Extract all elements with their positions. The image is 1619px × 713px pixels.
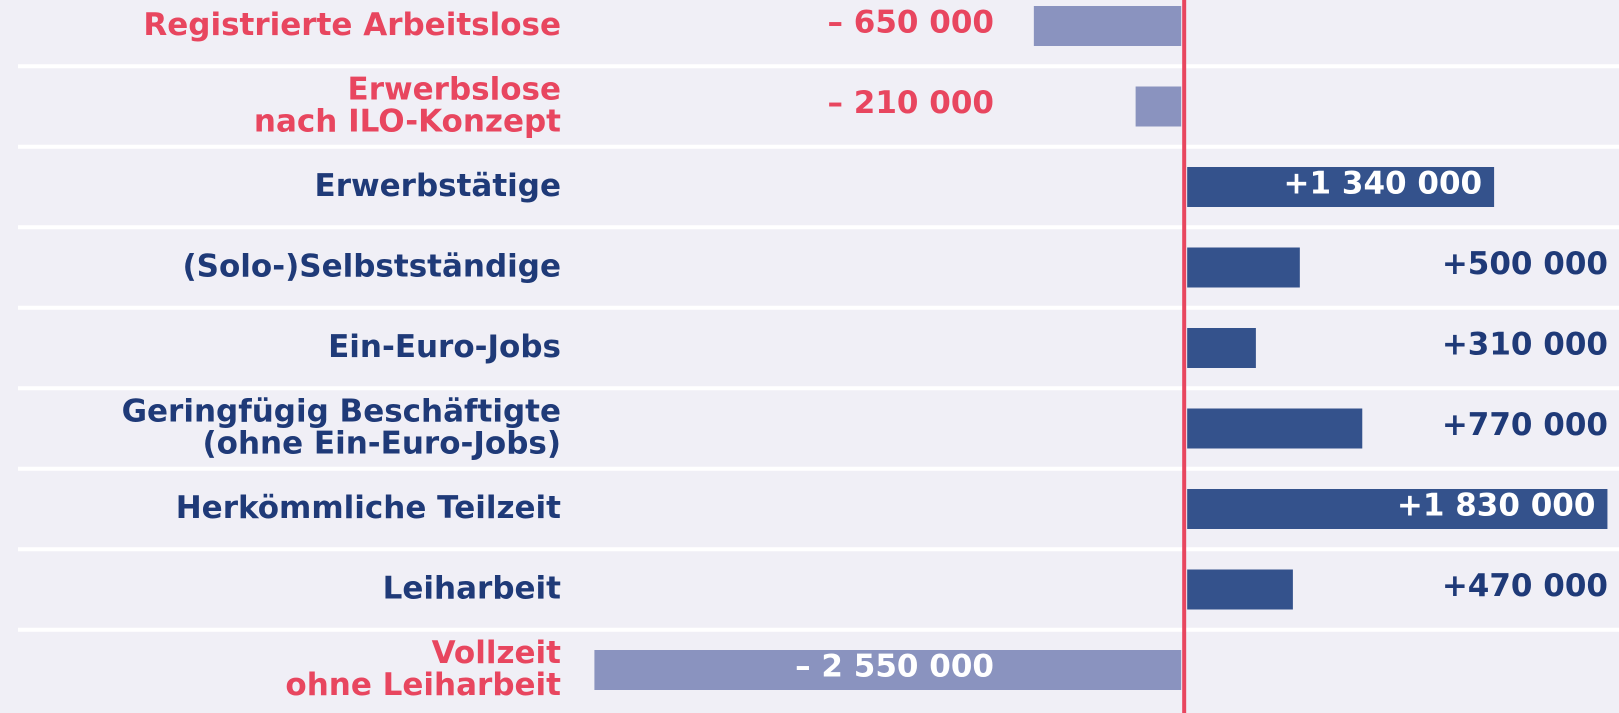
category-label: Herkömmliche Teilzeit [176, 490, 561, 526]
bar [1187, 489, 1608, 529]
bar [594, 650, 1182, 690]
category-label-line: ohne Leiharbeit [285, 667, 561, 703]
bar [1187, 247, 1300, 288]
bar [1187, 328, 1256, 368]
category-label: Vollzeit ohne Leiharbeit [285, 635, 561, 703]
value-label: – 650 000 [827, 5, 994, 41]
category-label: Registrierte Arbeitslose [143, 7, 561, 43]
category-label-line: (ohne Ein-Euro-Jobs) [203, 425, 562, 461]
value-label: – 2 550 000 [795, 649, 994, 685]
category-label: Ein-Euro-Jobs [328, 329, 561, 365]
category-label-line: Erwerbstätige [315, 168, 561, 204]
bar [1187, 408, 1363, 449]
category-label: Geringfügig Beschäftigte (ohne Ein-Euro-J… [122, 393, 561, 461]
category-label: Erwerbslose nach ILO-Konzept [254, 71, 561, 139]
category-label: (Solo-)Selbstständige [183, 248, 561, 284]
bar [1187, 569, 1293, 610]
value-label: +310 000 [1442, 327, 1608, 363]
category-label-line: nach ILO-Konzept [254, 103, 561, 139]
category-label-line: Erwerbslose [348, 71, 561, 107]
category-label-line: Geringfügig Beschäftigte [122, 393, 561, 429]
category-label-line: Herkömmliche Teilzeit [176, 490, 561, 526]
value-label: +1 340 000 [1284, 166, 1483, 202]
value-label: +470 000 [1442, 568, 1608, 604]
category-label-line: Vollzeit [432, 635, 562, 671]
bar [1135, 86, 1182, 127]
category-label: Leiharbeit [383, 570, 562, 606]
bar [1187, 167, 1495, 207]
category-label-line: Leiharbeit [383, 570, 562, 606]
value-label: +500 000 [1442, 246, 1608, 282]
category-label-line: Registrierte Arbeitslose [143, 7, 561, 43]
value-label: +770 000 [1442, 407, 1608, 443]
bar [1033, 6, 1182, 46]
category-label: Erwerbstätige [315, 168, 561, 204]
value-label: +1 830 000 [1397, 488, 1596, 524]
value-label: – 210 000 [827, 85, 994, 121]
category-label-line: Ein-Euro-Jobs [328, 329, 561, 365]
category-label-line: (Solo-)Selbstständige [183, 248, 561, 284]
